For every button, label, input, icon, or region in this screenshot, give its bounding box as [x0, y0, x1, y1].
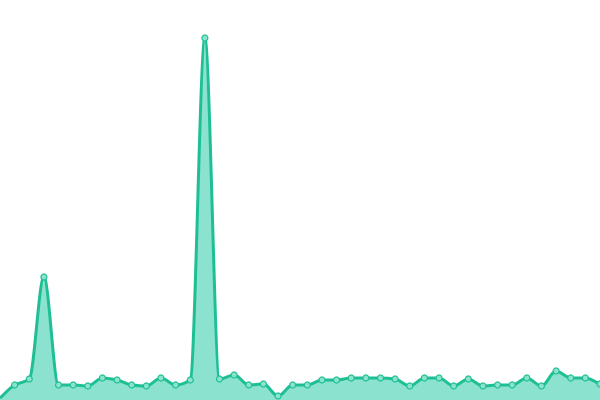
data-point [552, 367, 560, 375]
data-point [435, 374, 443, 382]
data-point [493, 381, 502, 389]
data-point [537, 382, 546, 390]
data-point [113, 376, 121, 384]
data-point [25, 375, 33, 383]
data-point [201, 34, 209, 42]
data-point [69, 381, 77, 389]
data-point [406, 382, 414, 390]
data-point [98, 374, 107, 382]
data-point [274, 392, 282, 400]
data-point [450, 382, 458, 390]
series-line [0, 36, 600, 400]
data-point [303, 381, 311, 389]
data-point [230, 371, 238, 379]
data-point [508, 381, 516, 389]
data-point [332, 376, 341, 384]
data-point [245, 381, 253, 389]
data-point [157, 374, 165, 382]
area-fill [0, 38, 600, 400]
data-point [215, 375, 224, 383]
data-point [186, 376, 194, 384]
data-point [362, 374, 370, 382]
data-point [259, 380, 268, 388]
data-point [54, 381, 63, 389]
data-point [172, 381, 180, 389]
data-point [84, 382, 92, 390]
data-point [347, 374, 355, 382]
data-point [40, 273, 48, 281]
data-point [567, 374, 575, 382]
data-point [11, 381, 19, 389]
data-point [479, 382, 487, 390]
data-point [376, 374, 385, 382]
data-point [523, 374, 531, 382]
data-point [128, 381, 136, 389]
data-point [318, 376, 326, 384]
data-point [581, 374, 589, 382]
data-points [11, 34, 600, 400]
data-point [596, 380, 600, 388]
data-point [391, 375, 399, 383]
data-point [289, 381, 297, 389]
data-point [464, 375, 472, 383]
data-point [142, 382, 150, 390]
data-point [420, 374, 428, 382]
